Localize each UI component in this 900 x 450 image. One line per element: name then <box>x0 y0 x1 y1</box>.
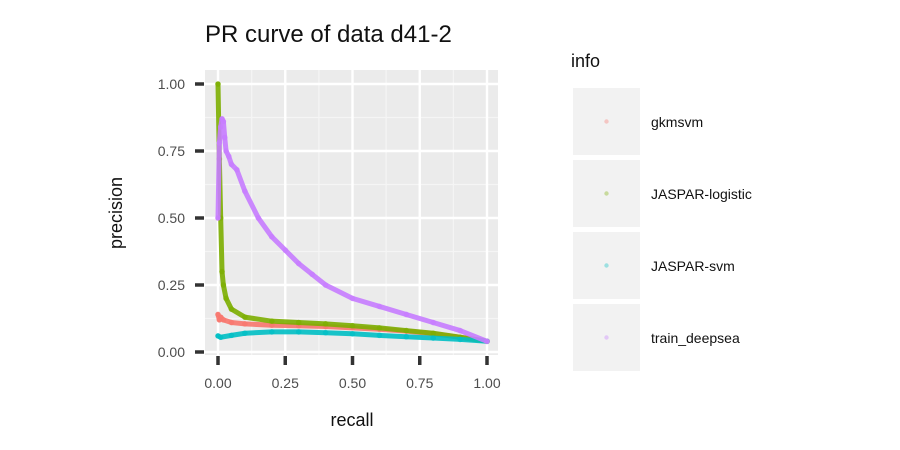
data-point <box>430 335 437 341</box>
y-tick-label: 1.00 <box>158 76 185 92</box>
legend-swatch <box>604 335 609 340</box>
data-point <box>225 153 232 160</box>
legend-swatch <box>604 263 609 268</box>
legend-swatch <box>604 191 609 196</box>
y-tick-label: 0.00 <box>158 344 185 360</box>
data-point <box>216 140 223 146</box>
data-point <box>228 332 235 339</box>
legend-label: train_deepsea <box>651 330 740 346</box>
data-point <box>269 322 275 329</box>
data-point <box>430 330 437 337</box>
legend-key <box>573 304 640 371</box>
data-point <box>349 330 356 337</box>
data-point <box>220 317 227 323</box>
data-point <box>376 303 383 310</box>
data-point <box>457 327 463 334</box>
x-axis-title: recall <box>330 410 373 430</box>
data-point <box>349 295 356 302</box>
legend-key <box>573 160 640 227</box>
data-point <box>322 321 329 327</box>
data-point <box>215 215 221 221</box>
data-point <box>457 336 463 343</box>
legend-key <box>573 232 640 299</box>
data-point <box>295 329 302 335</box>
data-point <box>215 81 221 87</box>
data-point <box>349 322 356 329</box>
data-point <box>403 311 410 318</box>
data-point <box>223 148 229 154</box>
data-point <box>217 334 224 341</box>
axes: 0.00 0.25 0.50 0.75 1.00 0.00 0.25 0.50 0.75 1.00 <box>158 76 501 391</box>
legend-label: JASPAR-logistic <box>651 186 752 202</box>
data-point <box>217 124 224 130</box>
data-point <box>295 319 302 326</box>
data-point <box>228 306 235 312</box>
series-layer <box>215 81 490 345</box>
data-point <box>221 134 228 141</box>
data-point <box>282 247 289 253</box>
data-point <box>223 295 229 302</box>
legend-label: gkmsvm <box>651 114 703 130</box>
data-point <box>403 327 410 334</box>
y-tick-label: 0.75 <box>158 143 185 159</box>
data-point <box>322 282 329 288</box>
data-point <box>220 282 227 288</box>
legend-swatch <box>604 119 609 124</box>
data-point <box>269 318 275 324</box>
data-point <box>228 319 235 326</box>
legend-title: info <box>571 51 600 71</box>
x-tick-label: 0.25 <box>272 375 299 391</box>
data-point <box>309 271 315 278</box>
data-point <box>430 319 437 326</box>
data-point <box>376 325 383 331</box>
chart-title: PR curve of data d41-2 <box>205 21 452 48</box>
data-point <box>376 332 383 339</box>
data-point <box>234 166 240 173</box>
data-point <box>220 118 227 125</box>
y-tick-label: 0.25 <box>158 277 185 293</box>
x-tick-label: 0.00 <box>204 375 231 391</box>
data-point <box>403 333 410 340</box>
x-tick-label: 1.00 <box>473 375 500 391</box>
x-tick-label: 0.75 <box>406 375 433 391</box>
data-point <box>242 188 248 194</box>
data-point <box>219 268 225 275</box>
legend: info gkmsvm JASPAR-logistic JASPAR-svm trai… <box>571 51 752 371</box>
data-point <box>295 260 302 267</box>
x-tick-label: 0.50 <box>339 375 366 391</box>
data-point <box>269 329 275 335</box>
data-point <box>242 314 248 320</box>
y-tick-label: 0.50 <box>158 210 185 226</box>
data-point <box>269 233 275 240</box>
series-train-deepsea <box>215 116 490 345</box>
data-point <box>322 329 329 336</box>
data-point <box>242 330 248 337</box>
legend-label: JASPAR-svm <box>651 258 735 274</box>
data-point <box>484 338 490 345</box>
legend-key <box>573 88 640 155</box>
data-point <box>255 215 262 221</box>
data-point <box>228 161 235 168</box>
data-point <box>242 321 248 327</box>
y-axis-title: precision <box>106 177 126 249</box>
